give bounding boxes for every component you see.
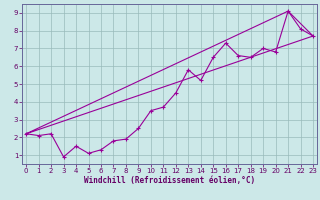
X-axis label: Windchill (Refroidissement éolien,°C): Windchill (Refroidissement éolien,°C) — [84, 176, 255, 185]
